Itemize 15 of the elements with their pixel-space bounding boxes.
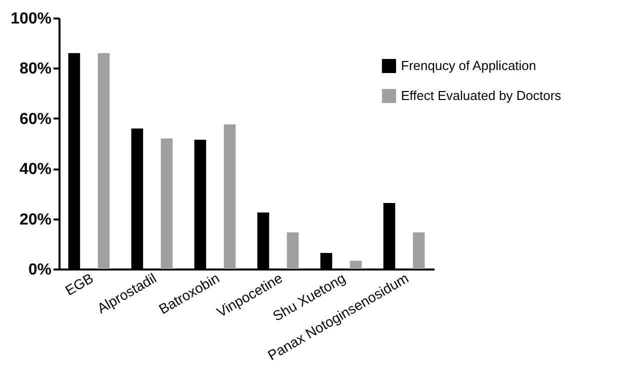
- y-tick-label: 40%: [19, 161, 52, 178]
- legend-label: Effect Evaluated by Doctors: [401, 88, 562, 103]
- bar: [224, 124, 236, 269]
- y-tick-label: 100%: [10, 10, 52, 28]
- bar: [160, 138, 173, 269]
- y-tick-label: 80%: [19, 60, 52, 78]
- bar: [350, 260, 362, 269]
- y-tick-label: 20%: [19, 211, 52, 228]
- bar: [412, 232, 425, 269]
- x-tick-label: EGB: [62, 270, 96, 298]
- bar: [98, 53, 110, 269]
- y-tick-label: 60%: [19, 110, 52, 128]
- y-tick-label: 0%: [28, 262, 52, 278]
- legend-label: Frenqucy of Application: [401, 58, 536, 73]
- bar: [286, 232, 299, 269]
